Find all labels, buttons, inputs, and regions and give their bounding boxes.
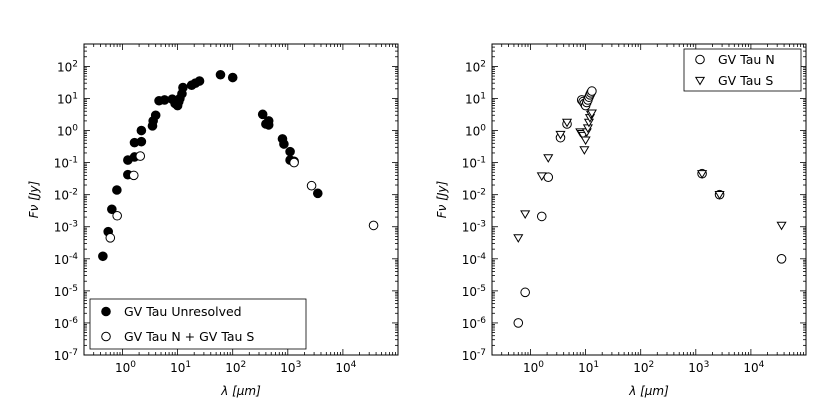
data-point xyxy=(98,251,108,262)
y-axis-ticks xyxy=(84,43,398,356)
data-point xyxy=(128,170,139,181)
y-tick-label: 10-1 xyxy=(54,156,78,171)
y-axis-label: Fν [Jy] xyxy=(27,180,41,218)
data-point xyxy=(536,172,547,182)
data-point xyxy=(306,180,317,191)
data-point xyxy=(312,188,323,199)
y-tick-label: 10-7 xyxy=(462,348,486,363)
data-point xyxy=(150,110,161,121)
x-axis-label: λ [μm] xyxy=(628,384,669,398)
data-point xyxy=(257,109,268,120)
y-tick-label: 10-7 xyxy=(54,348,78,363)
x-tick-label: 103 xyxy=(688,360,709,375)
data-point xyxy=(714,191,725,200)
y-tick-label: 101 xyxy=(57,91,78,106)
left-panel-sed-unresolved: 100 101 102 103 104 102 101 100 10-1 10-2 10-3 10-4… xyxy=(27,43,399,398)
data-point xyxy=(587,86,597,96)
data-point xyxy=(135,151,146,161)
y-tick-label: 10-6 xyxy=(462,316,487,331)
data-point xyxy=(513,234,524,243)
x-tick-label: 104 xyxy=(335,360,356,375)
y-tick-label: 101 xyxy=(465,91,486,106)
legend-marker xyxy=(101,306,111,317)
legend: GV Tau N GV Tau S xyxy=(683,48,802,92)
data-point xyxy=(586,109,597,119)
data-point xyxy=(776,221,787,231)
legend-label: GV Tau S xyxy=(718,73,773,88)
data-point xyxy=(263,120,274,130)
x-tick-label: 100 xyxy=(115,360,136,375)
legend-marker xyxy=(101,331,111,342)
data-point xyxy=(513,318,524,328)
legend-marker xyxy=(694,76,706,86)
x-tick-label: 104 xyxy=(743,360,764,375)
x-axis-ticks xyxy=(83,44,399,355)
series-1 xyxy=(98,69,323,262)
y-tick-label: 10-3 xyxy=(462,220,486,235)
data-point xyxy=(107,204,117,215)
y-tick-label: 10-2 xyxy=(54,188,78,203)
data-point xyxy=(555,130,566,140)
y-tick-label: 10-4 xyxy=(462,252,487,267)
y-tick-label: 10-4 xyxy=(54,252,79,267)
data-point xyxy=(536,211,547,222)
data-point xyxy=(579,146,590,155)
data-point xyxy=(289,157,299,168)
x-tick-label: 102 xyxy=(633,360,654,375)
data-point xyxy=(368,220,379,231)
x-axis-label: λ [μm] xyxy=(220,384,261,398)
data-point xyxy=(112,210,122,221)
data-point xyxy=(580,136,591,146)
series-2 xyxy=(513,109,787,243)
y-axis-label: Fν [Jy] xyxy=(435,180,449,218)
y-tick-label: 10-6 xyxy=(54,316,79,331)
y-tick-label: 10-2 xyxy=(462,188,486,203)
y-axis-ticks xyxy=(492,43,806,356)
data-point xyxy=(194,76,205,86)
y-tick-label: 10-5 xyxy=(54,284,78,299)
data-point xyxy=(520,287,530,298)
x-tick-label: 101 xyxy=(578,360,599,375)
y-tick-label: 10-3 xyxy=(54,220,78,235)
data-point xyxy=(178,82,188,93)
y-tick-label: 102 xyxy=(465,59,486,74)
data-point xyxy=(112,185,122,195)
legend-marker xyxy=(695,54,705,65)
data-point xyxy=(279,139,289,149)
data-point xyxy=(227,72,238,83)
data-point xyxy=(543,154,554,163)
data-point xyxy=(105,233,116,243)
data-point xyxy=(520,210,531,219)
legend: GV Tau Unresolved GV Tau N + GV Tau S xyxy=(89,298,307,350)
x-tick-label: 102 xyxy=(225,360,246,375)
x-tick-label: 103 xyxy=(280,360,301,375)
data-point xyxy=(285,146,295,157)
data-point xyxy=(561,118,573,128)
x-tick-label: 100 xyxy=(523,360,544,375)
y-tick-label: 100 xyxy=(465,124,486,139)
data-point xyxy=(215,69,226,80)
y-tick-label: 102 xyxy=(57,59,78,74)
data-point xyxy=(697,170,708,179)
right-panel-sed-resolved: 100 101 102 103 104 102 101 100 10-1 10-2 10-3 10-4… xyxy=(435,43,807,398)
legend-label: GV Tau Unresolved xyxy=(124,304,242,319)
legend-label: GV Tau N + GV Tau S xyxy=(124,329,254,344)
legend-label: GV Tau N xyxy=(718,52,775,67)
series-1 xyxy=(513,86,787,328)
y-tick-label: 10-1 xyxy=(462,156,486,171)
series-2 xyxy=(105,151,379,243)
data-point xyxy=(136,136,147,147)
y-tick-label: 100 xyxy=(57,124,78,139)
y-tick-label: 10-5 xyxy=(462,284,486,299)
data-point xyxy=(136,125,147,136)
data-point xyxy=(776,254,787,264)
x-tick-label: 101 xyxy=(170,360,191,375)
